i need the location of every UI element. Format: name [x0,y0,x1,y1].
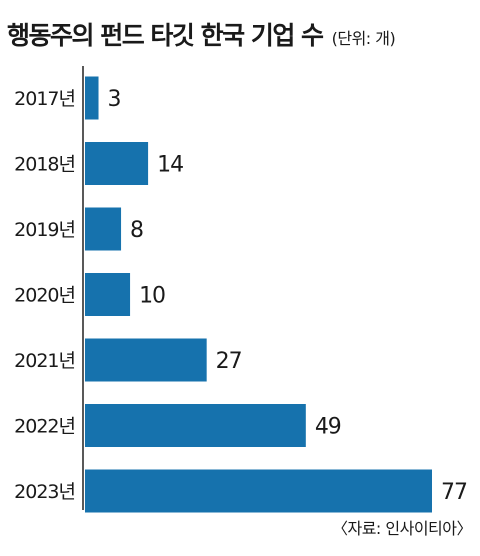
data-label: 14 [157,153,183,178]
data-label: 77 [441,480,467,505]
data-label: 3 [108,87,121,112]
bar [85,207,122,251]
category-label: 2020년 [14,285,75,307]
source-note: 〈자료: 인사이티아〉 [331,519,473,538]
data-label: 49 [315,415,341,440]
category-label: 2023년 [14,481,75,503]
category-label: 2019년 [14,219,75,241]
bar [85,404,306,447]
category-label: 2021년 [14,350,75,372]
bar [85,142,149,185]
category-label: 2017년 [14,88,75,110]
category-label: 2018년 [14,154,75,176]
bar [85,273,131,316]
chart-header: 행동주의 펀드 타깃 한국 기업 수 (단위: 개) [7,16,396,52]
bar [85,76,99,120]
bar [85,338,207,382]
bar [85,469,432,513]
data-label: 27 [216,349,242,374]
data-label: 8 [130,218,143,243]
unit-label: (단위: 개) [331,29,396,48]
chart-title: 행동주의 펀드 타깃 한국 기업 수 [7,21,324,50]
data-label: 10 [139,284,165,309]
category-label: 2022년 [14,416,75,438]
